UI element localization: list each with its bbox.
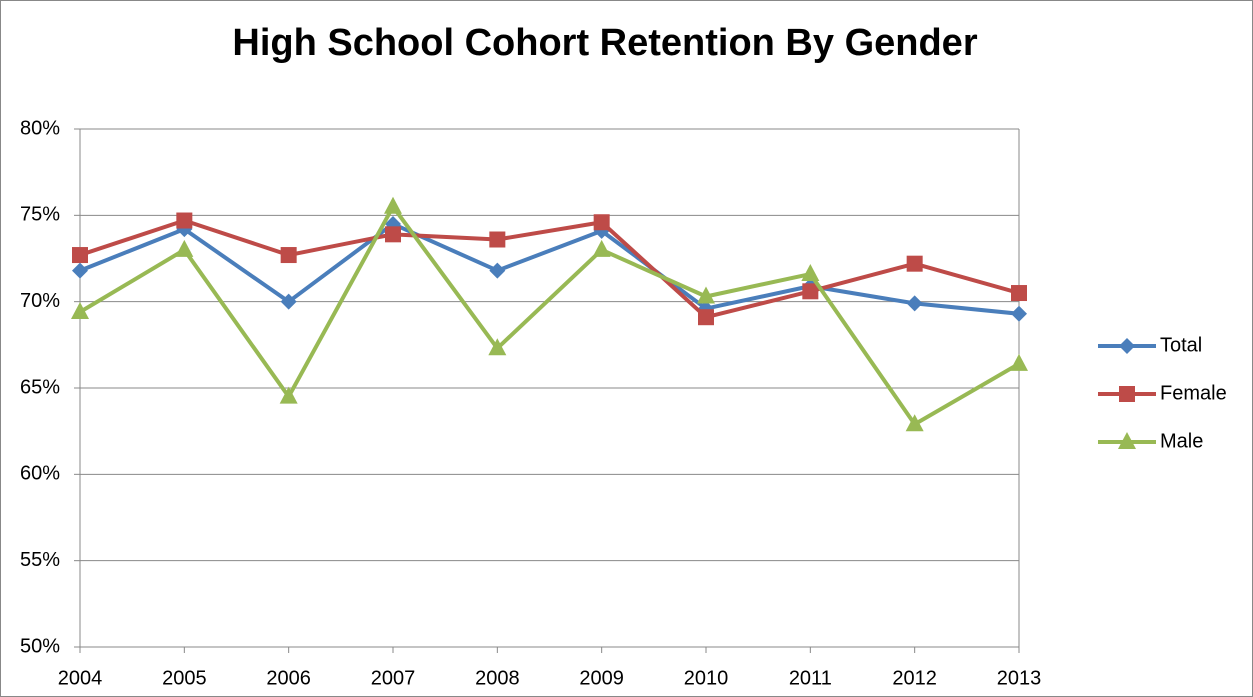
y-tick-label: 75%: [20, 204, 60, 226]
x-tick-label: 2013: [997, 667, 1042, 689]
x-tick-label: 2011: [789, 667, 832, 689]
data-point: [905, 414, 924, 432]
data-point: [593, 214, 610, 231]
data-point: [1011, 285, 1027, 302]
x-tick-label: 2007: [371, 667, 416, 689]
data-point: [175, 239, 194, 257]
legend-label: Total: [1160, 334, 1202, 356]
x-tick-label: 2009: [579, 667, 624, 689]
data-point: [489, 231, 506, 248]
data-point: [71, 302, 89, 320]
series-line: [79, 221, 1020, 316]
x-tick-label: 2008: [475, 667, 520, 689]
y-tick-label: 70%: [20, 290, 60, 312]
y-tick-label: 60%: [20, 463, 60, 485]
legend-label: Male: [1160, 430, 1203, 452]
data-point: [801, 264, 820, 282]
series-line: [78, 204, 1021, 427]
data-point: [72, 247, 88, 264]
data-point: [72, 262, 88, 279]
data-point: [176, 212, 193, 229]
x-tick-label: 2005: [162, 667, 207, 689]
x-tick-label: 2004: [58, 667, 103, 689]
data-point: [1011, 305, 1027, 322]
y-tick-label: 50%: [20, 635, 60, 657]
data-point: [1010, 353, 1028, 371]
data-point: [489, 262, 506, 279]
series-line: [79, 218, 1020, 320]
data-point: [385, 226, 401, 243]
legend-label: Female: [1160, 382, 1227, 404]
y-tick-label: 55%: [20, 549, 60, 571]
data-point: [280, 247, 297, 264]
data-point: [384, 196, 402, 214]
data-point: [280, 293, 297, 310]
data-point: [697, 286, 715, 304]
data-point: [906, 255, 923, 272]
legend-marker: [1119, 338, 1135, 354]
x-tick-label: 2012: [892, 667, 937, 689]
legend-marker: [1119, 386, 1135, 402]
x-tick-label: 2010: [684, 667, 729, 689]
data-point: [906, 295, 923, 312]
y-tick-label: 80%: [20, 117, 60, 139]
data-point: [802, 283, 819, 300]
data-point: [279, 386, 298, 404]
x-tick-label: 2006: [266, 667, 311, 689]
y-tick-label: 65%: [20, 376, 60, 398]
data-point: [592, 239, 611, 257]
chart-title: High School Cohort Retention By Gender: [232, 22, 977, 64]
legend-marker: [1118, 432, 1136, 449]
data-point: [698, 309, 714, 326]
data-point: [488, 338, 507, 356]
